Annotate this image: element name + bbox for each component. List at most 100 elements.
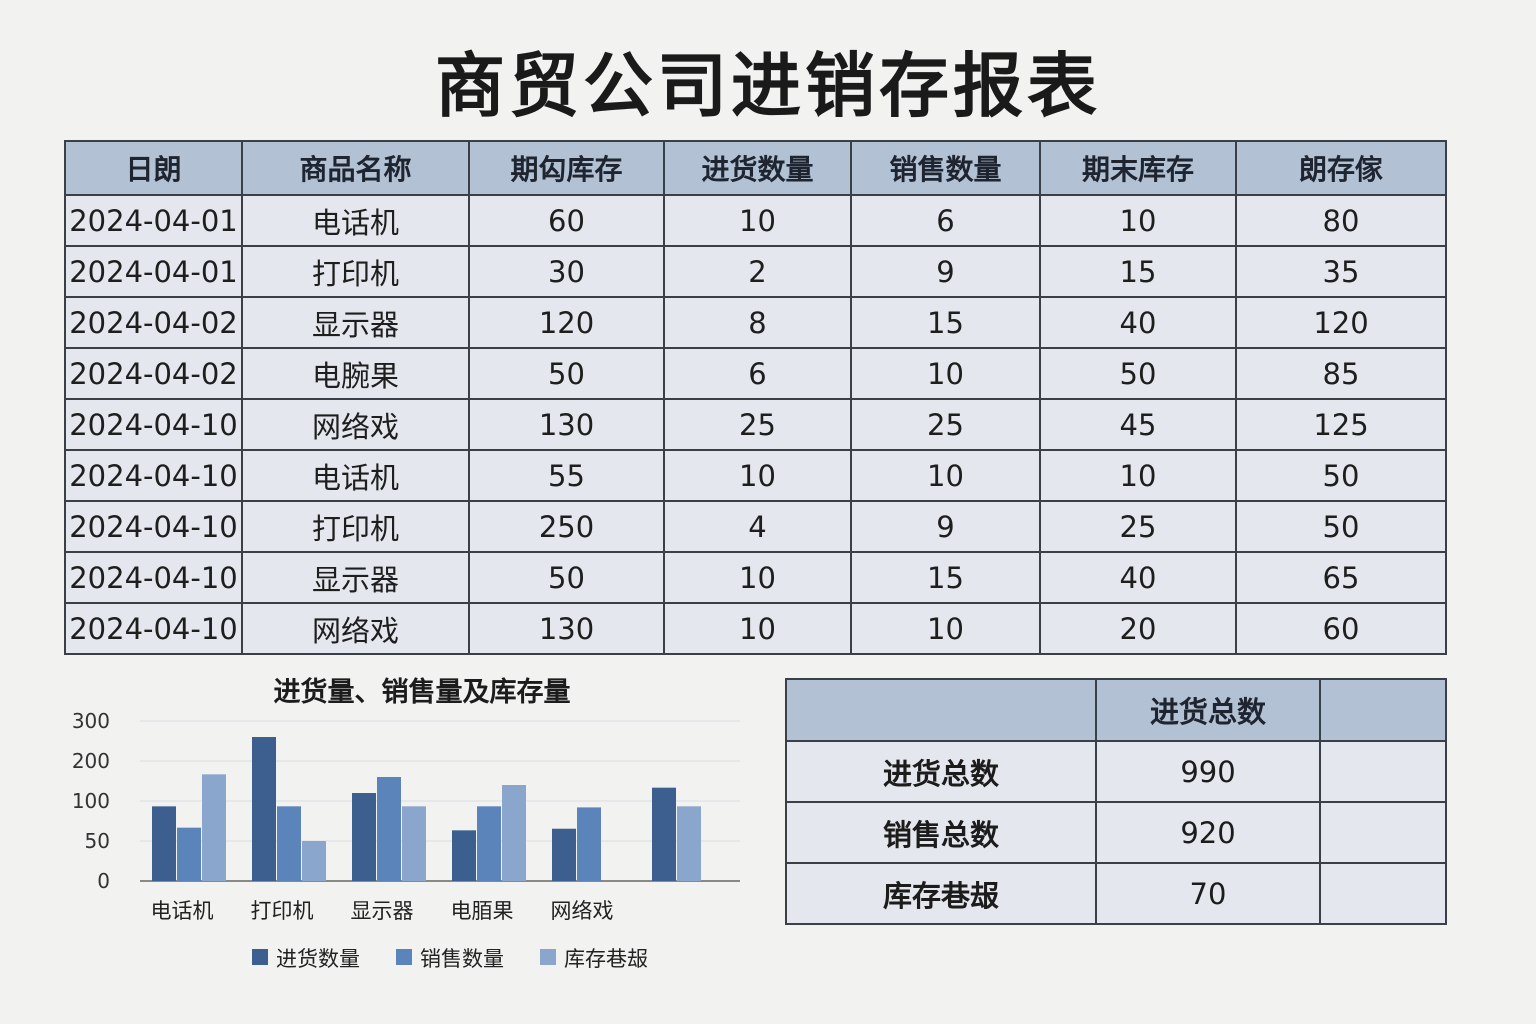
table-cell: 250: [468, 500, 665, 553]
y-tick-label: 50: [85, 829, 110, 853]
column-header: 期末库存: [1039, 140, 1237, 196]
table-cell: 2024-04-01: [64, 245, 243, 298]
legend-swatch: [540, 949, 556, 965]
bar-2: [302, 841, 326, 881]
table-cell: 40: [1039, 296, 1237, 349]
bar-chart: 进货量、销售量及库存量 300 200 100 50 0 电话机 打印机 显示器 电脜果 网络戏…: [60, 668, 760, 998]
bar-0: [252, 737, 276, 881]
table-cell: 130: [468, 602, 665, 655]
column-header: 日朗: [64, 140, 243, 196]
table-cell: 2024-04-10: [64, 449, 243, 502]
table-cell: 6: [850, 194, 1041, 247]
legend-label: 销售数量: [420, 947, 504, 971]
table-cell: 10: [850, 449, 1041, 502]
table-cell: 10: [1039, 449, 1237, 502]
table-cell: 60: [468, 194, 665, 247]
table-cell: 10: [850, 347, 1041, 400]
table-cell: 2024-04-10: [64, 398, 243, 451]
summary-label: 销售总数: [785, 801, 1097, 864]
table-cell: 120: [1235, 296, 1447, 349]
bar-2: [677, 806, 701, 881]
table-row: 2024-04-01 电话机 60 10 6 10 80: [64, 194, 1447, 247]
page-title: 商贸公司进销存报表: [435, 45, 1101, 127]
table-cell: 55: [468, 449, 665, 502]
bar-1: [377, 777, 401, 881]
table-cell: 网络戏: [241, 602, 470, 655]
summary-table: 进货总数 进货总数 990 销售总数 920 库存巷叝 70: [785, 678, 1447, 925]
bar-0: [452, 830, 476, 881]
chart-legend: 进货数量 销售数量 库存巷叝: [252, 947, 648, 971]
x-tick-label: 电话机: [151, 899, 214, 923]
table-cell: 35: [1235, 245, 1447, 298]
summary-row: 库存巷叝 70: [785, 862, 1447, 925]
bar-2: [402, 806, 426, 881]
table-cell: 电话机: [241, 449, 470, 502]
inventory-table: 日朗 商品名称 期匃库存 进货数量 销售数量 期末库存 朗存傢 2024-04-01 电话机 6…: [64, 140, 1447, 655]
summary-value: 920: [1095, 801, 1321, 864]
table-cell: 网络戏: [241, 398, 470, 451]
table-cell: 50: [1039, 347, 1237, 400]
table-cell: 45: [1039, 398, 1237, 451]
table-cell: 120: [468, 296, 665, 349]
summary-row: 进货总数 990: [785, 740, 1447, 803]
table-cell: 显示器: [241, 296, 470, 349]
chart-x-axis: 电话机 打印机 显示器 电脜果 网络戏: [151, 899, 614, 923]
bar-0: [652, 787, 676, 881]
table-cell: 15: [850, 551, 1041, 604]
y-tick-label: 300: [72, 709, 110, 733]
table-cell: 15: [850, 296, 1041, 349]
table-cell: 50: [1235, 500, 1447, 553]
summary-header-blank: [785, 678, 1097, 742]
table-cell: 80: [1235, 194, 1447, 247]
legend-label: 库存巷叝: [564, 947, 648, 971]
chart-canvas: 进货量、销售量及库存量 300 200 100 50 0 电话机 打印机 显示器 电脜果 网络戏…: [72, 676, 740, 971]
summary-label: 库存巷叝: [785, 862, 1097, 925]
table-cell: 10: [1039, 194, 1237, 247]
table-cell: 50: [468, 551, 665, 604]
bar-2: [202, 774, 226, 881]
column-header: 朗存傢: [1235, 140, 1447, 196]
chart-bars: [152, 737, 701, 881]
bar-0: [552, 828, 576, 881]
summary-header-row: 进货总数: [785, 678, 1447, 742]
table-cell: 20: [1039, 602, 1237, 655]
table-cell: 15: [1039, 245, 1237, 298]
table-cell: 2: [663, 245, 852, 298]
summary-header-blank: [1319, 678, 1447, 742]
summary-header-label: 进货总数: [1095, 678, 1321, 742]
table-row: 2024-04-10 显示器 50 10 15 40 65: [64, 551, 1447, 604]
table-cell: 10: [663, 194, 852, 247]
y-tick-label: 0: [97, 869, 110, 893]
legend-label: 进货数量: [276, 947, 360, 971]
table-cell: 10: [850, 602, 1041, 655]
table-cell: 打印机: [241, 245, 470, 298]
table-cell: 85: [1235, 347, 1447, 400]
table-cell: 6: [663, 347, 852, 400]
y-tick-label: 200: [72, 749, 110, 773]
bar-0: [152, 806, 176, 881]
table-cell: 130: [468, 398, 665, 451]
bar-1: [477, 806, 501, 881]
summary-label: 进货总数: [785, 740, 1097, 803]
table-cell: 125: [1235, 398, 1447, 451]
table-row: 2024-04-10 打印机 250 4 9 25 50: [64, 500, 1447, 553]
summary-value: 70: [1095, 862, 1321, 925]
y-tick-label: 100: [72, 789, 110, 813]
table-cell: 2024-04-02: [64, 296, 243, 349]
summary-value: 990: [1095, 740, 1321, 803]
table-cell: 8: [663, 296, 852, 349]
x-tick-label: 电脜果: [451, 899, 514, 923]
column-header: 进货数量: [663, 140, 852, 196]
x-tick-label: 打印机: [251, 899, 314, 923]
table-cell: 10: [663, 449, 852, 502]
table-cell: 2024-04-10: [64, 602, 243, 655]
table-cell: 40: [1039, 551, 1237, 604]
chart-gridlines: [140, 720, 740, 882]
table-cell: 4: [663, 500, 852, 553]
column-header: 商品名称: [241, 140, 470, 196]
table-cell: 2024-04-01: [64, 194, 243, 247]
x-tick-label: 显示器: [351, 899, 414, 923]
column-header: 销售数量: [850, 140, 1041, 196]
table-cell: 电腕果: [241, 347, 470, 400]
bar-1: [277, 806, 301, 881]
